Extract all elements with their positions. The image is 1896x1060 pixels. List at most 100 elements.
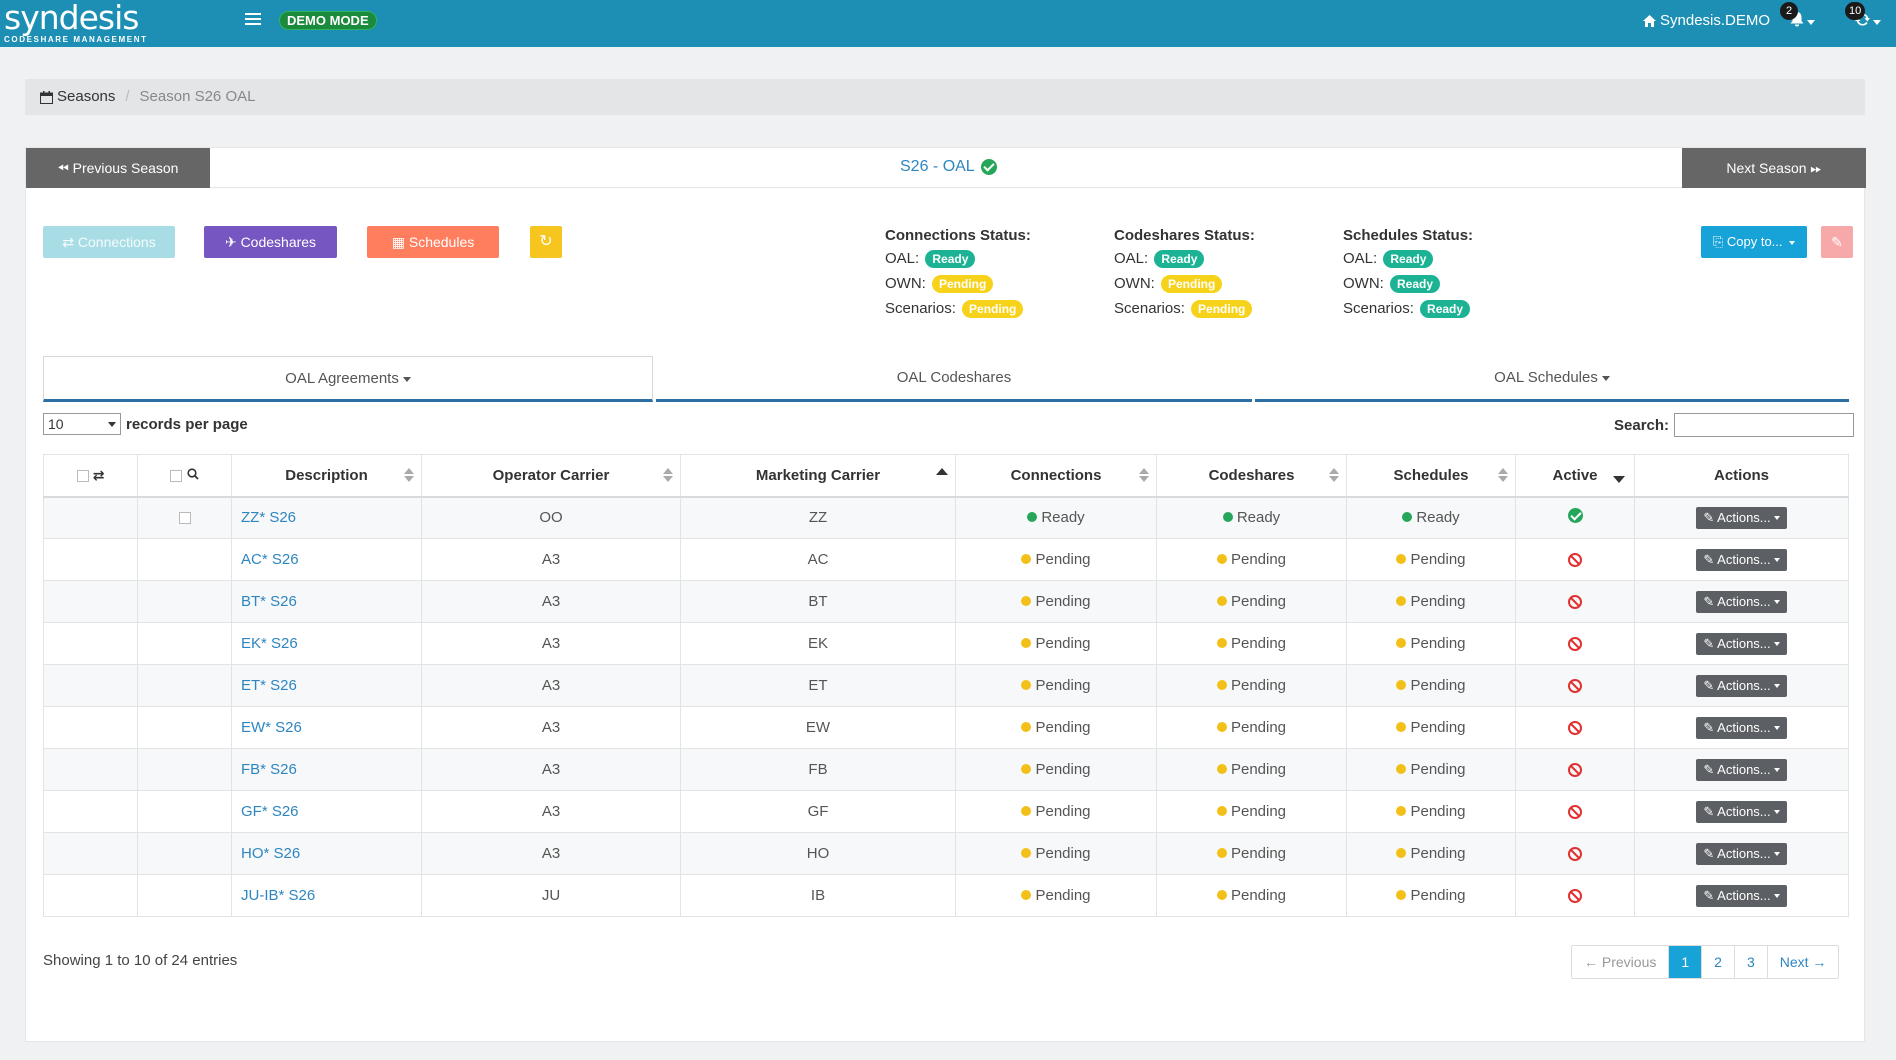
schedules-button[interactable]: ▦ Schedules: [367, 226, 499, 258]
home-icon: [1643, 14, 1656, 27]
description-cell: AC* S26: [231, 538, 422, 581]
sync-dropdown[interactable]: 10: [1845, 2, 1881, 32]
table-row[interactable]: EW* S26 A3 EW Pending Pending Pending ✎ Action…: [43, 706, 1849, 749]
header-codeshares[interactable]: Codeshares: [1156, 454, 1347, 498]
row-actions-button[interactable]: ✎ Actions...: [1696, 674, 1787, 697]
tab-oal-codeshares[interactable]: OAL Codeshares: [656, 356, 1252, 402]
header-marketing-carrier[interactable]: Marketing Carrier: [680, 454, 956, 498]
pagination-page-2[interactable]: 2: [1702, 946, 1735, 978]
header-search-select[interactable]: [137, 454, 232, 498]
schedules-status: Schedules Status: OAL: Ready OWN: Ready …: [1343, 226, 1473, 321]
pagination-page-1[interactable]: 1: [1669, 946, 1703, 978]
records-per-page-select[interactable]: 10: [43, 413, 121, 435]
row-actions-button[interactable]: ✎ Actions...: [1696, 758, 1787, 781]
row-select-cell[interactable]: [137, 664, 232, 707]
row-select-cell[interactable]: [137, 790, 232, 833]
brand-logo[interactable]: syndesis CODESHARE MANAGEMENT: [4, 0, 148, 44]
description-cell: GF* S26: [231, 790, 422, 833]
description-link[interactable]: EW* S26: [241, 719, 302, 736]
row-actions-button[interactable]: ✎ Actions...: [1696, 506, 1787, 529]
codeshares-cell: Ready: [1156, 496, 1347, 539]
row-actions-button[interactable]: ✎ Actions...: [1696, 632, 1787, 655]
pagination-next[interactable]: Next →: [1779, 954, 1827, 970]
status-dot-icon: [1396, 680, 1407, 691]
pagination-page-3[interactable]: 3: [1735, 946, 1768, 978]
select-all-checkbox[interactable]: [76, 469, 89, 482]
row-shuffle-cell: [43, 580, 138, 623]
table-row[interactable]: AC* S26 A3 AC Pending Pending Pending ✎ Action…: [43, 538, 1849, 581]
header-schedules[interactable]: Schedules: [1346, 454, 1516, 498]
table-row[interactable]: GF* S26 A3 GF Pending Pending Pending ✎ Action…: [43, 790, 1849, 833]
row-select-cell[interactable]: [137, 832, 232, 875]
row-actions-button[interactable]: ✎ Actions...: [1696, 548, 1787, 571]
row-select-cell[interactable]: [137, 538, 232, 581]
pagination: ← Previous 1 2 3 Next →: [1571, 945, 1840, 979]
header-description[interactable]: Description: [231, 454, 422, 498]
codeshares-button[interactable]: ✈︎ Codeshares: [204, 226, 337, 258]
previous-season-button[interactable]: ⏪︎ Previous Season: [26, 148, 210, 188]
tab-oal-agreements[interactable]: OAL Agreements: [43, 356, 653, 402]
row-select-cell[interactable]: [137, 580, 232, 623]
operator-carrier-cell: OO: [421, 496, 681, 539]
select-all-checkbox[interactable]: [170, 469, 183, 482]
table-row[interactable]: HO* S26 A3 HO Pending Pending Pending ✎ Action…: [43, 832, 1849, 875]
row-select-cell[interactable]: [137, 874, 232, 917]
connections-button-label: Connections: [77, 234, 156, 250]
row-select-cell[interactable]: [137, 706, 232, 749]
description-link[interactable]: HO* S26: [241, 845, 301, 862]
refresh-button[interactable]: ↻: [530, 226, 562, 258]
row-actions-button[interactable]: ✎ Actions...: [1696, 884, 1787, 907]
double-chevron-right-icon: ⏩︎: [1810, 160, 1822, 176]
search-input[interactable]: [1674, 413, 1855, 437]
row-actions-button[interactable]: ✎ Actions...: [1696, 590, 1787, 613]
row-shuffle-cell: [43, 748, 138, 791]
home-link[interactable]: Syndesis.DEMO: [1643, 12, 1770, 29]
table-row[interactable]: EK* S26 A3 EK Pending Pending Pending ✎ Action…: [43, 622, 1849, 665]
row-actions-button[interactable]: ✎ Actions...: [1696, 800, 1787, 823]
header-connections[interactable]: Connections: [955, 454, 1157, 498]
table-row[interactable]: FB* S26 A3 FB Pending Pending Pending ✎ Action…: [43, 748, 1849, 791]
breadcrumb-seasons-link[interactable]: Seasons: [57, 88, 116, 105]
row-actions-button[interactable]: ✎ Actions...: [1696, 842, 1787, 865]
row-select-cell[interactable]: [137, 622, 232, 665]
description-link[interactable]: FB* S26: [241, 761, 297, 778]
previous-season-label: Previous Season: [72, 160, 179, 176]
next-season-button[interactable]: Next Season ⏩︎: [1682, 148, 1866, 188]
status-dot-icon: [1216, 890, 1227, 901]
copy-to-button[interactable]: ⎘ Copy to...: [1701, 226, 1807, 258]
pagination-previous[interactable]: ← Previous: [1572, 946, 1670, 978]
chevron-down-icon: [1873, 19, 1881, 25]
table-row[interactable]: JU-IB* S26 JU IB Pending Pending Pending ✎ Act…: [43, 874, 1849, 917]
description-link[interactable]: AC* S26: [241, 551, 299, 568]
row-select-cell[interactable]: [137, 496, 232, 539]
description-link[interactable]: EK* S26: [241, 635, 298, 652]
connections-button[interactable]: ⇄ Connections: [43, 226, 175, 258]
brand-name: syndesis: [4, 0, 139, 37]
table-row[interactable]: ET* S26 A3 ET Pending Pending Pending ✎ Action…: [43, 664, 1849, 707]
description-link[interactable]: BT* S26: [241, 593, 297, 610]
codeshares-cell: Pending: [1156, 832, 1347, 875]
header-active[interactable]: Active: [1515, 454, 1635, 498]
description-link[interactable]: ZZ* S26: [241, 509, 297, 527]
notifications-dropdown[interactable]: 2: [1780, 2, 1815, 32]
description-link[interactable]: JU-IB* S26: [241, 887, 316, 904]
erase-button[interactable]: ✎: [1821, 226, 1853, 258]
connections-cell: Pending: [955, 538, 1157, 581]
active-cell: [1515, 664, 1635, 707]
header-shuffle-select[interactable]: ⇄: [43, 454, 138, 498]
connections-status-heading: Connections Status:: [885, 227, 1031, 244]
table-row[interactable]: ZZ* S26 OO ZZ Ready Ready Ready ✎ Actions...: [43, 496, 1849, 539]
row-actions-button[interactable]: ✎ Actions...: [1696, 716, 1787, 739]
tab-oal-schedules[interactable]: OAL Schedules: [1255, 356, 1849, 402]
table-row[interactable]: BT* S26 A3 BT Pending Pending Pending ✎ Action…: [43, 580, 1849, 623]
codeshares-status-text: Pending: [1230, 887, 1287, 904]
row-checkbox[interactable]: [178, 512, 191, 525]
header-operator-carrier[interactable]: Operator Carrier: [421, 454, 681, 498]
row-select-cell[interactable]: [137, 748, 232, 791]
description-link[interactable]: ET* S26: [241, 677, 297, 694]
menu-toggle-icon[interactable]: [245, 13, 261, 27]
connections-cell: Pending: [955, 664, 1157, 707]
codeshares-status-text: Pending: [1230, 677, 1287, 694]
schedules-cell: Pending: [1346, 790, 1516, 833]
description-link[interactable]: GF* S26: [241, 803, 299, 820]
